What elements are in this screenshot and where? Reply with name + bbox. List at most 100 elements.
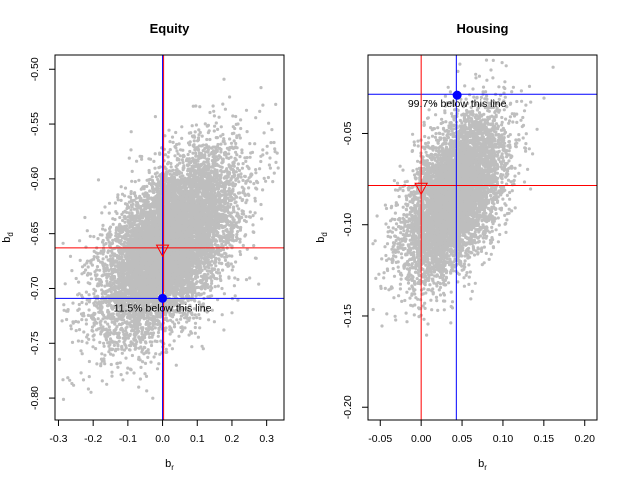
scatter-point xyxy=(267,163,271,167)
scatter-point xyxy=(118,215,122,220)
scatter-point xyxy=(205,137,209,142)
scatter-point xyxy=(96,317,100,321)
scatter-point xyxy=(190,345,194,349)
scatter-point xyxy=(106,322,110,326)
scatter-point xyxy=(112,288,116,292)
scatter-point xyxy=(223,202,227,206)
scatter-point xyxy=(114,231,118,235)
scatter-point xyxy=(266,175,270,180)
scatter-point xyxy=(110,370,114,374)
scatter-point xyxy=(168,332,172,336)
scatter-point xyxy=(155,367,160,371)
scatter-point xyxy=(135,340,139,344)
scatter-point xyxy=(264,179,268,183)
scatter-point xyxy=(244,201,248,205)
scatter-point xyxy=(101,257,105,261)
scatter-point xyxy=(214,264,218,268)
scatter-point xyxy=(220,253,224,257)
scatter-point xyxy=(252,182,256,186)
scatter-point xyxy=(222,328,226,332)
scatter-point xyxy=(130,329,134,333)
scatter-point xyxy=(125,371,129,375)
scatter-point xyxy=(91,334,95,338)
scatter-point xyxy=(191,156,195,160)
scatter-point xyxy=(210,308,214,312)
scatter-point xyxy=(89,277,93,281)
scatter-point xyxy=(175,149,179,153)
scatter-point xyxy=(228,95,232,99)
scatter-point xyxy=(109,267,113,271)
scatter-point xyxy=(137,178,141,182)
scatter-point xyxy=(82,330,86,334)
scatter-point xyxy=(213,285,217,289)
scatter-point xyxy=(140,350,144,354)
equity-panel: 11.5% below this line-0.3 -0.2 -0.1 0.0 0.1 0… xyxy=(1,21,285,472)
scatter-point xyxy=(234,150,238,154)
scatter-point xyxy=(111,238,115,242)
scatter-point xyxy=(222,187,227,191)
scatter-point xyxy=(79,349,83,353)
scatter-point xyxy=(71,301,75,305)
scatter-point xyxy=(87,293,91,297)
scatter-point xyxy=(233,126,237,131)
scatter-point xyxy=(61,397,66,401)
scatter-point xyxy=(234,141,238,146)
scatter-point xyxy=(229,262,233,266)
scatter-point xyxy=(89,261,93,265)
scatter-point xyxy=(239,118,243,122)
scatter-point xyxy=(103,320,107,324)
scatter-point xyxy=(175,142,179,147)
scatter-point xyxy=(240,151,244,155)
scatter-point xyxy=(84,290,88,294)
scatter-point xyxy=(205,310,209,314)
scatter-point xyxy=(248,180,252,184)
scatter-point xyxy=(108,225,113,229)
scatter-point xyxy=(252,230,256,234)
scatter-point xyxy=(146,355,150,359)
scatter-point xyxy=(177,142,181,146)
scatter-point xyxy=(245,198,249,202)
scatter-point xyxy=(147,351,151,355)
scatter-point xyxy=(222,137,226,141)
scatter-point xyxy=(111,353,115,357)
scatter-point xyxy=(99,364,103,368)
scatter-point xyxy=(133,180,137,184)
scatter-point xyxy=(170,135,175,139)
scatter-point xyxy=(125,325,129,329)
scatter-point xyxy=(219,150,223,154)
scatter-point xyxy=(247,167,251,171)
scatter-point xyxy=(190,164,194,168)
scatter-point xyxy=(212,154,216,158)
scatter-point xyxy=(111,217,115,221)
scatter-point xyxy=(211,273,215,277)
scatter-point xyxy=(237,220,241,224)
scatter-point xyxy=(141,360,145,364)
scatter-point xyxy=(193,321,198,325)
scatter-point xyxy=(99,357,104,361)
scatter-point xyxy=(203,153,207,157)
scatter-point xyxy=(84,322,88,326)
scatter-point xyxy=(91,345,95,349)
scatter-point xyxy=(103,353,107,357)
scatter-point xyxy=(109,352,113,356)
scatter-point xyxy=(254,168,258,172)
scatter-point xyxy=(156,177,160,182)
scatter-point xyxy=(175,318,179,322)
scatter-point xyxy=(243,174,247,178)
scatter-point xyxy=(172,325,177,329)
scatter-point xyxy=(102,344,106,348)
scatter-point xyxy=(121,378,125,382)
scatter-point xyxy=(212,109,216,113)
scatter-point xyxy=(198,326,202,330)
scatter-point xyxy=(179,317,183,321)
scatter-point xyxy=(240,166,244,170)
scatter-point xyxy=(85,335,89,339)
scatter-point xyxy=(68,378,72,382)
scatter-point xyxy=(198,316,202,320)
scatter-point xyxy=(87,375,91,379)
scatter-point xyxy=(147,335,152,339)
scatter-point xyxy=(107,201,112,205)
scatter-point xyxy=(65,317,69,322)
scatter-point xyxy=(213,124,217,128)
scatter-point xyxy=(96,258,100,262)
